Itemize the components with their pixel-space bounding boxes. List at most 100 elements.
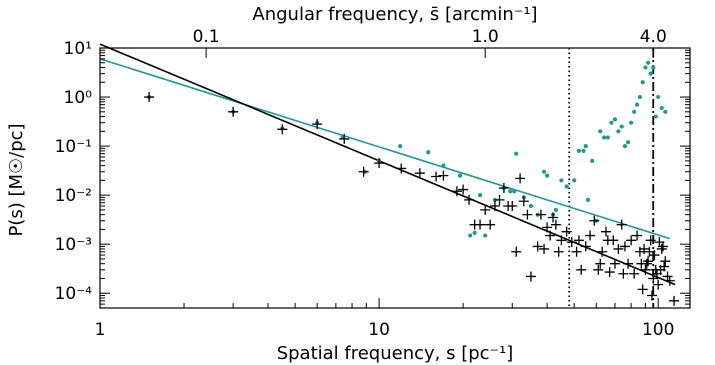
data-point-black — [414, 168, 425, 179]
data-point-teal — [468, 233, 473, 238]
data-point-teal — [645, 60, 651, 65]
data-point-teal — [564, 184, 569, 189]
data-point-teal — [602, 135, 607, 140]
data-point-teal — [398, 143, 403, 149]
data-point-black — [358, 166, 369, 177]
data-point-black — [532, 241, 543, 252]
data-point-teal — [514, 151, 519, 156]
data-point-black — [585, 230, 596, 241]
data-point-black — [660, 256, 671, 267]
data-point-black — [438, 170, 449, 181]
data-point-black — [641, 258, 652, 269]
y-tick-label: 10⁻² — [55, 186, 92, 206]
data-point-teal — [653, 114, 658, 119]
data-point-black — [662, 271, 673, 282]
chart-marks — [99, 43, 680, 308]
data-point-black — [480, 204, 491, 215]
data-point-teal — [625, 140, 631, 145]
data-point-black — [609, 258, 620, 269]
data-point-black — [649, 250, 660, 261]
data-point-teal — [583, 143, 588, 149]
top-axis-label: Angular frequency, s̄ [arcmin⁻¹] — [252, 4, 537, 25]
data-point-black — [507, 201, 518, 212]
data-point-black — [522, 209, 533, 220]
data-point-teal — [663, 109, 668, 114]
data-point-black — [458, 184, 469, 195]
data-point-black — [489, 201, 500, 212]
data-point-black — [485, 219, 496, 230]
data-point-black — [571, 246, 582, 257]
data-point-black — [597, 246, 608, 257]
data-point-teal — [426, 150, 431, 155]
data-point-black — [593, 264, 604, 275]
data-point-teal — [572, 178, 577, 183]
data-point-teal — [616, 129, 621, 134]
data-point-teal — [634, 102, 640, 107]
data-point-black — [618, 268, 629, 279]
data-point-black — [542, 222, 553, 233]
data-point-black — [556, 235, 567, 246]
data-point-black — [545, 230, 556, 241]
data-point-black — [518, 196, 529, 207]
data-point-black — [634, 246, 645, 257]
fit-line-black — [99, 43, 676, 286]
data-point-black — [626, 235, 637, 246]
data-point-teal — [441, 163, 446, 168]
data-point-black — [576, 264, 587, 275]
data-point-teal — [477, 193, 483, 198]
x-tick-label: 100 — [642, 320, 674, 340]
x-axis-label: Spatial frequency, s [pc⁻¹] — [277, 343, 514, 364]
top-tick-label: 4.0 — [640, 27, 667, 47]
data-point-teal — [541, 169, 547, 174]
data-point-black — [312, 119, 323, 130]
data-point-black — [600, 226, 611, 237]
data-point-black — [619, 241, 630, 252]
data-point-teal — [648, 71, 653, 76]
data-point-teal — [559, 178, 564, 183]
data-point-black — [653, 279, 664, 290]
data-point-black — [374, 158, 385, 169]
fit-line-teal — [99, 58, 670, 240]
data-point-black — [608, 235, 619, 246]
data-point-black — [623, 258, 634, 269]
data-point-teal — [508, 189, 513, 194]
data-point-black — [396, 163, 407, 174]
data-point-black — [604, 267, 615, 278]
data-point-teal — [553, 207, 558, 213]
data-point-black — [144, 92, 155, 103]
data-point-black — [632, 230, 643, 241]
data-point-teal — [612, 117, 618, 122]
data-point-teal — [585, 197, 591, 202]
data-point-black — [464, 194, 475, 205]
data-point-teal — [472, 230, 477, 235]
data-point-black — [573, 235, 584, 246]
top-tick-label: 1.0 — [472, 27, 499, 47]
data-point-teal — [545, 173, 550, 178]
data-point-black — [539, 243, 550, 254]
data-point-black — [616, 219, 627, 230]
data-point-teal — [457, 173, 463, 178]
x-tick-label: 10 — [368, 320, 390, 340]
chart-axes: 1 10 100 0.1 1.0 4.0 10¹ 10⁰ 10⁻¹ 10⁻² 10⁻³ 10⁻⁴ — [55, 27, 690, 340]
data-point-black — [656, 243, 667, 254]
data-point-black — [339, 133, 350, 144]
data-point-teal — [590, 158, 595, 163]
data-point-teal — [656, 94, 661, 100]
data-point-black — [645, 235, 656, 246]
data-point-teal — [605, 135, 610, 140]
data-point-black — [511, 246, 522, 257]
data-point-black — [643, 256, 654, 267]
data-point-teal — [659, 105, 664, 111]
data-point-black — [277, 124, 288, 135]
data-point-teal — [581, 148, 586, 153]
data-point-black — [669, 295, 680, 306]
data-point-black — [566, 237, 577, 248]
data-point-teal — [483, 233, 488, 238]
data-point-teal — [651, 65, 656, 70]
data-point-teal — [632, 109, 637, 114]
top-tick-label: 0.1 — [193, 27, 220, 47]
data-point-black — [580, 241, 591, 252]
data-point-black — [451, 186, 462, 197]
data-point-teal — [637, 94, 643, 100]
data-point-black — [550, 219, 561, 230]
